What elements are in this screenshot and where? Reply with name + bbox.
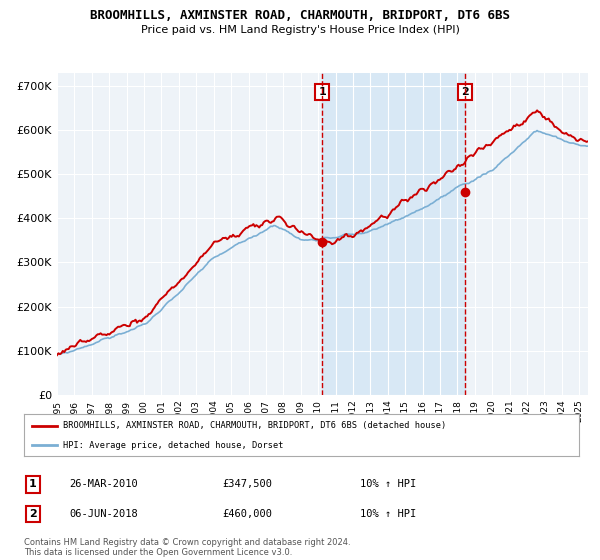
Text: Contains HM Land Registry data © Crown copyright and database right 2024.
This d: Contains HM Land Registry data © Crown c… <box>24 538 350 557</box>
Text: 10% ↑ HPI: 10% ↑ HPI <box>360 479 416 489</box>
Text: 2: 2 <box>461 87 469 97</box>
Text: £460,000: £460,000 <box>222 509 272 519</box>
Bar <box>322 73 465 395</box>
Text: 10% ↑ HPI: 10% ↑ HPI <box>360 509 416 519</box>
Text: 1: 1 <box>318 87 326 97</box>
Text: BROOMHILLS, AXMINSTER ROAD, CHARMOUTH, BRIDPORT, DT6 6BS (detached house): BROOMHILLS, AXMINSTER ROAD, CHARMOUTH, B… <box>63 421 446 430</box>
Text: 26-MAR-2010: 26-MAR-2010 <box>69 479 138 489</box>
Text: 06-JUN-2018: 06-JUN-2018 <box>69 509 138 519</box>
Text: £347,500: £347,500 <box>222 479 272 489</box>
Text: HPI: Average price, detached house, Dorset: HPI: Average price, detached house, Dors… <box>63 441 283 450</box>
Text: Price paid vs. HM Land Registry's House Price Index (HPI): Price paid vs. HM Land Registry's House … <box>140 25 460 35</box>
Text: BROOMHILLS, AXMINSTER ROAD, CHARMOUTH, BRIDPORT, DT6 6BS: BROOMHILLS, AXMINSTER ROAD, CHARMOUTH, B… <box>90 9 510 22</box>
Text: 1: 1 <box>29 479 37 489</box>
Text: 2: 2 <box>29 509 37 519</box>
